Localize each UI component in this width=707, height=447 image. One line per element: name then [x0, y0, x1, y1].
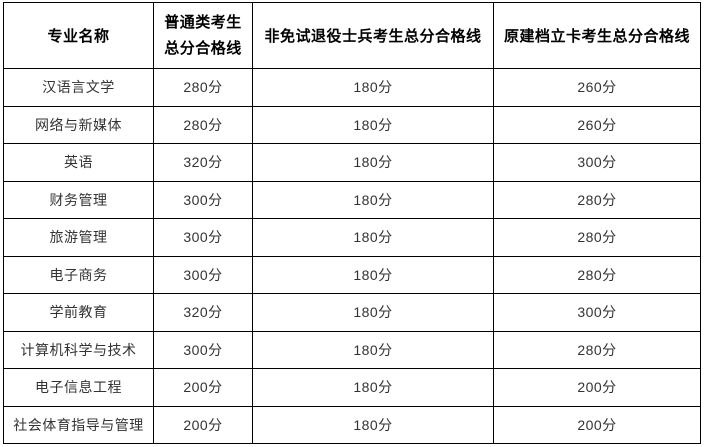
card-score-cell: 260分 [493, 105, 701, 144]
general-score-cell: 300分 [153, 180, 253, 219]
general-score-cell: 320分 [153, 293, 253, 332]
general-score-cell: 320分 [153, 143, 253, 182]
major-cell: 社会体育指导与管理 [3, 405, 154, 444]
card-score-cell: 200分 [493, 405, 701, 444]
table-row: 社会体育指导与管理 200分 180分 200分 [3, 405, 701, 444]
veteran-score-cell: 180分 [252, 180, 494, 219]
header-line-1: 普通类考生 [164, 13, 242, 31]
table-row: 旅游管理 300分 180分 280分 [3, 218, 701, 257]
table-row: 英语 320分 180分 300分 [3, 143, 701, 182]
general-score-cell: 300分 [153, 218, 253, 257]
veteran-score-cell: 180分 [252, 143, 494, 182]
column-header-card-score: 原建档立卡考生总分合格线 [493, 2, 701, 69]
table-row: 网络与新媒体 280分 180分 260分 [3, 105, 701, 144]
veteran-score-cell: 180分 [252, 293, 494, 332]
general-score-cell: 300分 [153, 330, 253, 369]
card-score-cell: 300分 [493, 143, 701, 182]
major-cell: 网络与新媒体 [3, 105, 154, 144]
table-row: 电子信息工程 200分 180分 200分 [3, 368, 701, 407]
column-header-general-score: 普通类考生 总分合格线 [153, 2, 253, 69]
table-body: 汉语言文学 280分 180分 260分 网络与新媒体 280分 180分 26… [3, 68, 701, 444]
card-score-cell: 260分 [493, 68, 701, 107]
major-cell: 汉语言文学 [3, 68, 154, 107]
table-row: 电子商务 300分 180分 280分 [3, 255, 701, 294]
score-cutoff-table: 专业名称 普通类考生 总分合格线 非免试退役士兵考生总分合格线 原建档立卡考生总… [3, 2, 701, 444]
card-score-cell: 280分 [493, 180, 701, 219]
veteran-score-cell: 180分 [252, 330, 494, 369]
major-cell: 学前教育 [3, 293, 154, 332]
table-row: 计算机科学与技术 300分 180分 280分 [3, 330, 701, 369]
table-row: 财务管理 300分 180分 280分 [3, 180, 701, 219]
major-cell: 旅游管理 [3, 218, 154, 257]
veteran-score-cell: 180分 [252, 255, 494, 294]
major-cell: 英语 [3, 143, 154, 182]
veteran-score-cell: 180分 [252, 68, 494, 107]
card-score-cell: 280分 [493, 218, 701, 257]
table-row: 学前教育 320分 180分 300分 [3, 293, 701, 332]
table-header: 专业名称 普通类考生 总分合格线 非免试退役士兵考生总分合格线 原建档立卡考生总… [3, 2, 701, 69]
card-score-cell: 200分 [493, 368, 701, 407]
veteran-score-cell: 180分 [252, 105, 494, 144]
card-score-cell: 280分 [493, 255, 701, 294]
general-score-cell: 280分 [153, 68, 253, 107]
major-cell: 计算机科学与技术 [3, 330, 154, 369]
card-score-cell: 300分 [493, 293, 701, 332]
column-header-major: 专业名称 [3, 2, 154, 69]
column-header-veteran-score: 非免试退役士兵考生总分合格线 [252, 2, 494, 69]
major-cell: 电子信息工程 [3, 368, 154, 407]
general-score-cell: 200分 [153, 368, 253, 407]
major-cell: 财务管理 [3, 180, 154, 219]
header-line-2: 总分合格线 [164, 39, 242, 57]
veteran-score-cell: 180分 [252, 368, 494, 407]
general-score-cell: 280分 [153, 105, 253, 144]
table-row: 汉语言文学 280分 180分 260分 [3, 68, 701, 107]
header-row: 专业名称 普通类考生 总分合格线 非免试退役士兵考生总分合格线 原建档立卡考生总… [3, 2, 701, 69]
major-cell: 电子商务 [3, 255, 154, 294]
card-score-cell: 280分 [493, 330, 701, 369]
general-score-cell: 200分 [153, 405, 253, 444]
veteran-score-cell: 180分 [252, 405, 494, 444]
general-score-cell: 300分 [153, 255, 253, 294]
veteran-score-cell: 180分 [252, 218, 494, 257]
